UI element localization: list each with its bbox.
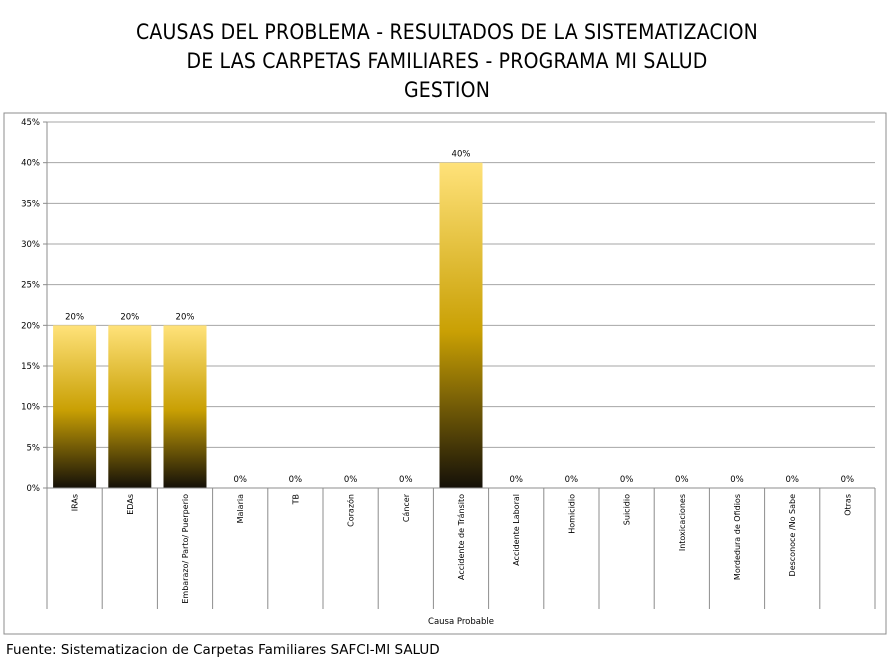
data-label: 0%	[289, 475, 303, 485]
data-label: 0%	[675, 475, 689, 485]
labels: 0% 5% 10% 15% 20% 25% 30% 35% 40% 45% 20% IRAs 20% ED…	[21, 118, 854, 604]
chart-title-line-1: CAUSAS DEL PROBLEMA - RESULTADOS DE LA S…	[135, 20, 759, 44]
bar	[439, 162, 483, 488]
data-label: 0%	[509, 475, 523, 485]
y-tick-label: 45%	[21, 118, 40, 128]
y-tick-label: 20%	[21, 321, 40, 331]
category-label: Accidente Laboral	[512, 494, 521, 566]
category-label: Homicidio	[567, 494, 576, 534]
bar	[163, 325, 207, 488]
data-label: 20%	[120, 312, 139, 322]
source-note: Fuente: Sistematizacion de Carpetas Fami…	[6, 642, 440, 658]
y-tick-label: 30%	[21, 240, 40, 250]
bars	[53, 162, 483, 488]
y-tick-label: 40%	[21, 159, 40, 169]
bar	[53, 325, 97, 488]
chart-title-line-2: DE LAS CARPETAS FAMILIARES - PROGRAMA MI…	[186, 49, 708, 73]
y-tick-label: 15%	[21, 362, 40, 372]
data-label: 20%	[176, 312, 195, 322]
category-label: EDAs	[126, 494, 135, 515]
category-label: Otras	[843, 494, 852, 516]
bar	[108, 325, 152, 488]
data-label: 0%	[785, 475, 799, 485]
data-label: 0%	[620, 475, 634, 485]
category-label: Desconoce /No Sabe	[788, 494, 797, 577]
category-label: Accidente de Tránsito	[457, 494, 466, 580]
data-label: 40%	[452, 150, 471, 160]
category-label: Malaria	[236, 494, 245, 523]
category-label: Embarazo/ Parto/ Puerperio	[181, 494, 190, 604]
category-label: Intoxicaciones	[678, 494, 687, 551]
data-label: 0%	[233, 475, 247, 485]
category-label: IRAs	[71, 494, 80, 511]
category-label: TB	[291, 494, 300, 505]
category-label: Suicidio	[623, 494, 632, 525]
data-label: 0%	[841, 475, 855, 485]
chart-title-line-3: GESTION	[403, 78, 491, 102]
data-label: 0%	[730, 475, 744, 485]
category-label: Cáncer	[402, 493, 411, 522]
y-tick-label: 5%	[27, 443, 41, 453]
x-axis-title: Causa Probable	[428, 617, 494, 627]
chart-title: CAUSAS DEL PROBLEMA - RESULTADOS DE LA S…	[0, 18, 894, 105]
category-label: Corazón	[346, 494, 356, 527]
y-tick-label: 10%	[21, 403, 40, 413]
data-label: 0%	[565, 475, 579, 485]
data-label: 0%	[399, 475, 413, 485]
y-tick-label: 25%	[21, 281, 40, 291]
y-tick-label: 35%	[21, 199, 40, 209]
y-tick-label: 0%	[27, 484, 41, 494]
axes	[43, 121, 876, 609]
category-label: Mordedura de Ofidios	[733, 494, 742, 580]
data-label: 20%	[65, 312, 84, 322]
data-label: 0%	[344, 475, 358, 485]
